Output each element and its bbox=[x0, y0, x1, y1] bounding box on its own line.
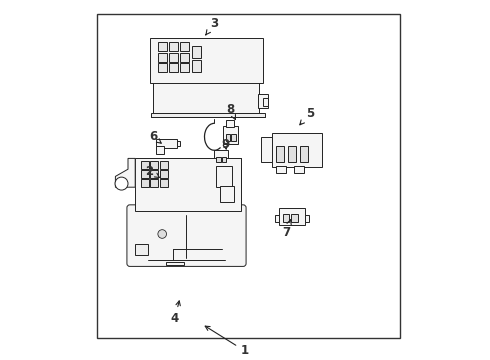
Bar bbox=[300, 146, 308, 162]
Bar bbox=[135, 158, 242, 211]
Bar bbox=[193, 60, 200, 72]
Bar bbox=[141, 161, 148, 169]
Bar bbox=[176, 141, 180, 146]
Bar bbox=[141, 170, 148, 178]
Bar bbox=[149, 38, 263, 83]
Bar bbox=[226, 120, 234, 127]
Bar bbox=[263, 98, 269, 106]
Bar bbox=[288, 146, 296, 162]
Text: 2: 2 bbox=[146, 165, 159, 177]
Text: 5: 5 bbox=[300, 107, 314, 125]
Bar bbox=[220, 186, 234, 202]
Bar bbox=[158, 63, 167, 72]
Bar bbox=[150, 161, 158, 169]
Bar bbox=[294, 166, 304, 173]
Bar bbox=[215, 150, 228, 165]
Bar bbox=[153, 79, 259, 113]
Bar bbox=[222, 157, 226, 162]
Text: 6: 6 bbox=[149, 130, 161, 143]
Bar bbox=[156, 139, 176, 148]
Bar bbox=[292, 214, 298, 222]
Bar bbox=[180, 53, 189, 62]
Bar bbox=[166, 262, 184, 265]
Circle shape bbox=[158, 230, 167, 238]
Bar bbox=[216, 166, 232, 187]
Bar bbox=[158, 42, 167, 51]
Bar bbox=[160, 161, 168, 169]
Bar bbox=[223, 126, 238, 144]
Bar bbox=[180, 63, 189, 72]
Bar bbox=[180, 42, 189, 51]
Circle shape bbox=[115, 177, 128, 190]
Text: 4: 4 bbox=[171, 301, 180, 325]
Bar bbox=[275, 215, 279, 222]
Bar bbox=[135, 244, 148, 255]
Text: 1: 1 bbox=[205, 326, 249, 357]
Polygon shape bbox=[261, 137, 272, 162]
Bar bbox=[151, 113, 265, 117]
Bar bbox=[275, 166, 286, 173]
Bar bbox=[150, 170, 158, 178]
Polygon shape bbox=[116, 158, 135, 187]
Bar bbox=[305, 215, 310, 222]
Bar bbox=[160, 170, 168, 178]
Bar bbox=[169, 42, 178, 51]
Text: 9: 9 bbox=[221, 138, 229, 150]
Bar bbox=[141, 179, 148, 187]
Bar bbox=[169, 53, 178, 62]
Bar bbox=[158, 53, 167, 62]
Bar bbox=[272, 133, 322, 167]
Bar bbox=[225, 134, 230, 141]
Bar bbox=[283, 214, 289, 222]
Bar bbox=[160, 179, 168, 187]
Text: 8: 8 bbox=[226, 103, 236, 120]
Bar bbox=[193, 46, 200, 58]
Bar bbox=[231, 134, 236, 141]
Bar bbox=[169, 63, 178, 72]
Bar bbox=[150, 179, 158, 187]
Bar bbox=[279, 208, 305, 225]
FancyBboxPatch shape bbox=[127, 205, 246, 266]
Bar bbox=[216, 157, 220, 162]
Bar bbox=[258, 94, 269, 108]
Text: 3: 3 bbox=[206, 17, 219, 35]
Text: 7: 7 bbox=[282, 220, 291, 239]
Bar bbox=[156, 146, 164, 154]
Bar bbox=[98, 14, 400, 338]
Bar bbox=[276, 146, 284, 162]
